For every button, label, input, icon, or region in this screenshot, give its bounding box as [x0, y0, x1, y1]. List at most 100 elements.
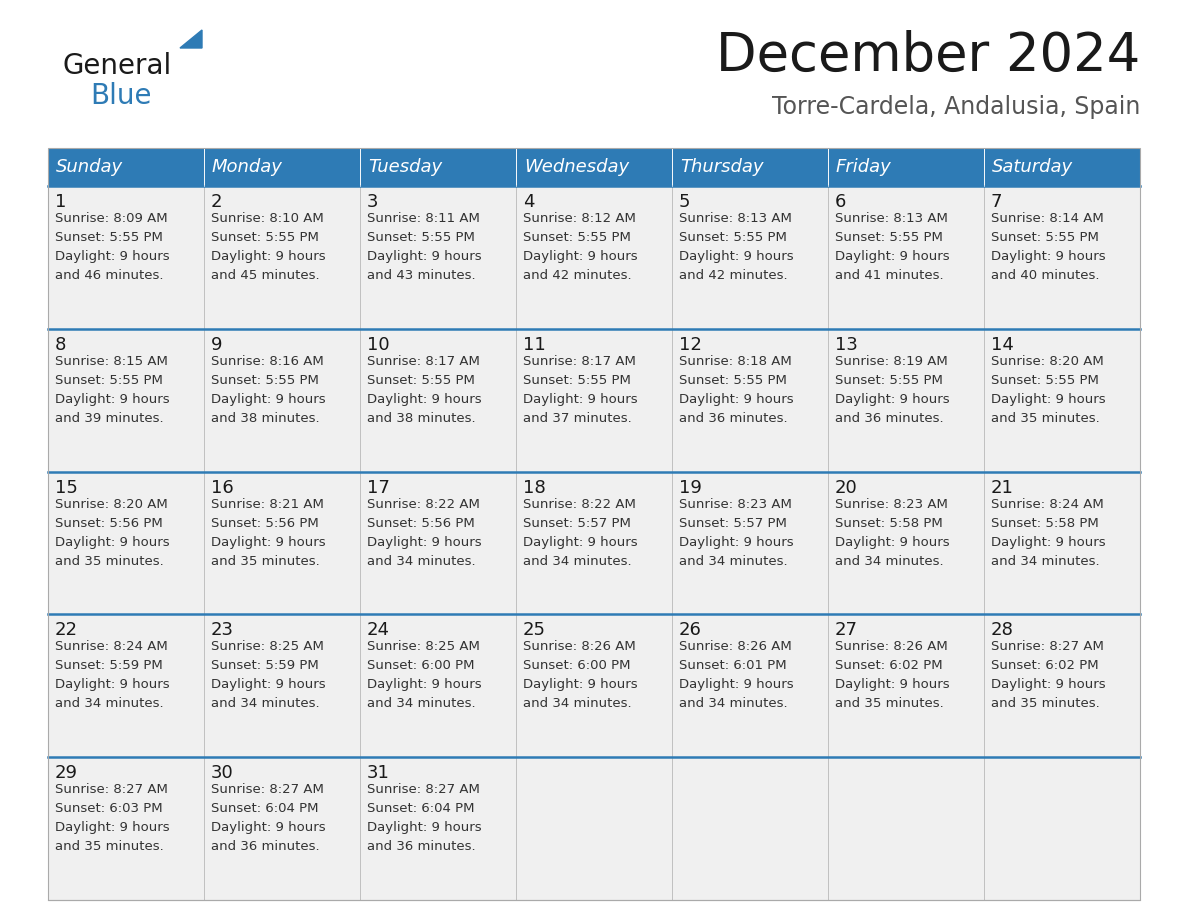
Text: Daylight: 9 hours: Daylight: 9 hours [211, 678, 326, 691]
Bar [360, 472, 516, 614]
Text: Sunrise: 8:27 AM: Sunrise: 8:27 AM [991, 641, 1104, 654]
Bar [516, 329, 672, 472]
Text: 9: 9 [211, 336, 222, 353]
Text: 26: 26 [680, 621, 702, 640]
Text: Sunset: 5:55 PM: Sunset: 5:55 PM [55, 231, 163, 244]
Bar [48, 757, 204, 900]
Text: Tuesday: Tuesday [368, 158, 442, 176]
Text: and 35 minutes.: and 35 minutes. [991, 412, 1100, 425]
Bar [828, 329, 984, 472]
Text: 28: 28 [991, 621, 1013, 640]
Bar [204, 186, 360, 329]
Text: Sunset: 6:02 PM: Sunset: 6:02 PM [991, 659, 1099, 672]
Text: Sunrise: 8:26 AM: Sunrise: 8:26 AM [680, 641, 791, 654]
Text: 7: 7 [991, 193, 1003, 211]
Text: 18: 18 [523, 478, 545, 497]
Text: Daylight: 9 hours: Daylight: 9 hours [835, 250, 949, 263]
Text: Sunrise: 8:26 AM: Sunrise: 8:26 AM [523, 641, 636, 654]
Text: Sunset: 6:04 PM: Sunset: 6:04 PM [211, 802, 318, 815]
Text: General: General [62, 52, 171, 80]
Text: Daylight: 9 hours: Daylight: 9 hours [835, 535, 949, 549]
Text: Blue: Blue [90, 82, 152, 110]
Text: Sunrise: 8:24 AM: Sunrise: 8:24 AM [991, 498, 1104, 510]
Text: Sunset: 5:56 PM: Sunset: 5:56 PM [367, 517, 475, 530]
Text: Daylight: 9 hours: Daylight: 9 hours [680, 393, 794, 406]
Text: and 45 minutes.: and 45 minutes. [211, 269, 320, 282]
Text: Thursday: Thursday [680, 158, 764, 176]
Text: and 41 minutes.: and 41 minutes. [835, 269, 943, 282]
Text: Saturday: Saturday [992, 158, 1073, 176]
Text: and 35 minutes.: and 35 minutes. [211, 554, 320, 567]
Bar [672, 186, 828, 329]
Text: Daylight: 9 hours: Daylight: 9 hours [55, 822, 170, 834]
Text: Sunrise: 8:13 AM: Sunrise: 8:13 AM [835, 212, 948, 225]
Text: Sunset: 5:58 PM: Sunset: 5:58 PM [991, 517, 1099, 530]
Bar [984, 148, 1140, 186]
Text: 2: 2 [211, 193, 222, 211]
Bar [360, 186, 516, 329]
Bar [672, 472, 828, 614]
Bar [48, 472, 204, 614]
Text: and 38 minutes.: and 38 minutes. [211, 412, 320, 425]
Text: Sunset: 6:03 PM: Sunset: 6:03 PM [55, 802, 163, 815]
Text: 3: 3 [367, 193, 379, 211]
Text: Daylight: 9 hours: Daylight: 9 hours [367, 535, 481, 549]
Text: and 34 minutes.: and 34 minutes. [680, 554, 788, 567]
Text: 4: 4 [523, 193, 535, 211]
Text: and 42 minutes.: and 42 minutes. [680, 269, 788, 282]
Bar [204, 757, 360, 900]
Text: and 34 minutes.: and 34 minutes. [211, 698, 320, 711]
Text: Sunrise: 8:22 AM: Sunrise: 8:22 AM [367, 498, 480, 510]
Text: Daylight: 9 hours: Daylight: 9 hours [55, 250, 170, 263]
Text: Sunset: 5:55 PM: Sunset: 5:55 PM [991, 374, 1099, 386]
Bar [204, 472, 360, 614]
Text: Sunset: 6:00 PM: Sunset: 6:00 PM [523, 659, 631, 672]
Text: Sunrise: 8:20 AM: Sunrise: 8:20 AM [55, 498, 168, 510]
Text: Sunrise: 8:16 AM: Sunrise: 8:16 AM [211, 354, 324, 368]
Bar [360, 757, 516, 900]
Text: Daylight: 9 hours: Daylight: 9 hours [55, 393, 170, 406]
Text: Daylight: 9 hours: Daylight: 9 hours [523, 678, 638, 691]
Text: Sunset: 5:56 PM: Sunset: 5:56 PM [55, 517, 163, 530]
Bar [204, 614, 360, 757]
Text: 29: 29 [55, 764, 78, 782]
Text: Sunset: 5:56 PM: Sunset: 5:56 PM [211, 517, 318, 530]
Bar [360, 329, 516, 472]
Text: Daylight: 9 hours: Daylight: 9 hours [680, 678, 794, 691]
Bar [672, 148, 828, 186]
Text: Wednesday: Wednesday [524, 158, 630, 176]
Bar [48, 614, 204, 757]
Bar [984, 614, 1140, 757]
Text: Sunset: 5:55 PM: Sunset: 5:55 PM [367, 231, 475, 244]
Text: Daylight: 9 hours: Daylight: 9 hours [680, 535, 794, 549]
Text: Sunset: 5:55 PM: Sunset: 5:55 PM [680, 374, 786, 386]
Text: Sunrise: 8:11 AM: Sunrise: 8:11 AM [367, 212, 480, 225]
Text: Sunset: 5:55 PM: Sunset: 5:55 PM [523, 231, 631, 244]
Text: Sunrise: 8:18 AM: Sunrise: 8:18 AM [680, 354, 791, 368]
Bar [672, 614, 828, 757]
Text: Sunrise: 8:13 AM: Sunrise: 8:13 AM [680, 212, 792, 225]
Text: Sunrise: 8:17 AM: Sunrise: 8:17 AM [367, 354, 480, 368]
Text: Sunrise: 8:14 AM: Sunrise: 8:14 AM [991, 212, 1104, 225]
Text: Sunrise: 8:22 AM: Sunrise: 8:22 AM [523, 498, 636, 510]
Bar [516, 472, 672, 614]
Text: and 36 minutes.: and 36 minutes. [835, 412, 943, 425]
Text: Daylight: 9 hours: Daylight: 9 hours [523, 250, 638, 263]
Bar [360, 614, 516, 757]
Text: 19: 19 [680, 478, 702, 497]
Bar [48, 148, 1140, 900]
Text: 27: 27 [835, 621, 858, 640]
Text: and 35 minutes.: and 35 minutes. [991, 698, 1100, 711]
Text: Sunset: 5:55 PM: Sunset: 5:55 PM [835, 374, 943, 386]
Text: 31: 31 [367, 764, 390, 782]
Bar [516, 757, 672, 900]
Text: and 34 minutes.: and 34 minutes. [523, 554, 632, 567]
Text: Monday: Monday [211, 158, 283, 176]
Text: 16: 16 [211, 478, 234, 497]
Bar [828, 614, 984, 757]
Text: Sunrise: 8:12 AM: Sunrise: 8:12 AM [523, 212, 636, 225]
Text: Sunset: 5:58 PM: Sunset: 5:58 PM [835, 517, 943, 530]
Text: Sunset: 6:04 PM: Sunset: 6:04 PM [367, 802, 474, 815]
Text: Daylight: 9 hours: Daylight: 9 hours [835, 678, 949, 691]
Text: Sunrise: 8:27 AM: Sunrise: 8:27 AM [367, 783, 480, 796]
